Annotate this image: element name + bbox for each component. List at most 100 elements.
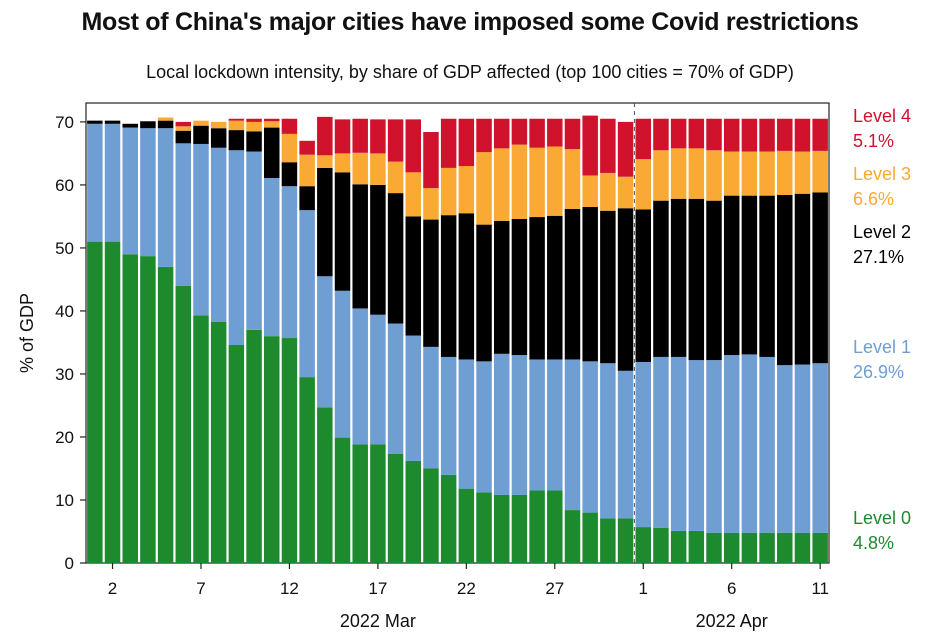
bar-segment-level-0	[670, 530, 687, 563]
legend-value: 6.6%	[853, 189, 895, 209]
bar-segment-level-1	[653, 356, 669, 528]
y-tick-label: 70	[55, 113, 74, 132]
bar-segment-level-0	[759, 532, 775, 563]
bar-segment-level-4	[723, 118, 740, 152]
bar-segment-level-0	[547, 490, 563, 563]
bar-segment-level-2	[511, 218, 528, 356]
bar-segment-level-2	[741, 195, 758, 355]
bar-segment-level-0	[87, 241, 103, 563]
bar-segment-level-0	[582, 512, 598, 563]
legend-label: Level 4	[853, 106, 912, 126]
bar-segment-level-3	[246, 121, 262, 132]
bar-segment-level-3	[334, 153, 351, 173]
bar-segment-level-3	[777, 150, 793, 195]
legend-label: Level 2	[853, 222, 912, 242]
bar-segment-level-1	[334, 290, 351, 438]
bar-segment-level-2	[688, 198, 705, 361]
bar-segment-level-4	[794, 118, 811, 152]
bar-segment-level-4	[246, 118, 262, 122]
bar-segment-level-3	[600, 172, 616, 211]
bar-segment-level-1	[670, 356, 687, 531]
bar-segment-level-1	[493, 353, 510, 495]
bar-segment-level-4	[600, 118, 616, 173]
bar-segment-level-1	[264, 177, 280, 337]
bar-segment-level-4	[812, 118, 828, 151]
bar-segment-level-1	[529, 359, 545, 491]
bar-segment-level-2	[440, 215, 457, 357]
legend-value: 27.1%	[853, 247, 905, 267]
bar-segment-level-0	[564, 510, 581, 563]
bar-segment-level-3	[493, 148, 510, 221]
bar-segment-level-0	[529, 490, 545, 563]
legend-item-level-1: Level 1 26.9%	[853, 335, 911, 385]
bar-segment-level-4	[582, 115, 598, 176]
bar-segment-level-3	[741, 151, 758, 196]
x-tick-label: 7	[196, 579, 205, 598]
bar-segment-level-4	[423, 131, 439, 189]
bar-segment-level-1	[122, 127, 138, 255]
bar-segment-level-4	[759, 118, 775, 152]
bar-segment-level-0	[157, 266, 174, 563]
bar-segment-level-0	[122, 254, 138, 564]
x-period-label-apr: 2022 Apr	[696, 611, 768, 631]
bar-segment-level-2	[281, 162, 298, 187]
bar-segment-level-2	[582, 206, 598, 362]
bar-segment-level-3	[175, 126, 192, 131]
bar-segment-level-4	[352, 118, 368, 153]
legend-label: Level 1	[853, 337, 912, 357]
bar-segment-level-3	[299, 154, 315, 187]
bar-segment-level-2	[317, 167, 333, 277]
bar-segment-level-2	[759, 195, 775, 357]
legend-item-level-4: Level 4 5.1%	[853, 104, 911, 154]
bar-segment-level-1	[104, 123, 121, 242]
bar-segment-level-2	[635, 209, 651, 362]
bar-segment-level-0	[741, 532, 758, 563]
bar-segment-level-0	[777, 532, 793, 563]
bar-segment-level-2	[600, 210, 616, 364]
legend-value: 4.8%	[853, 533, 895, 553]
bar-segment-level-0	[440, 474, 457, 563]
bar-segment-level-0	[228, 344, 245, 563]
bar-segment-level-1	[635, 361, 651, 528]
bar-segment-level-3	[759, 151, 775, 196]
bar-segment-level-2	[352, 184, 368, 309]
bar-segment-level-2	[122, 123, 138, 128]
bar-segment-level-2	[140, 121, 156, 129]
bar-segment-level-4	[653, 118, 669, 151]
bar-segment-level-1	[617, 370, 634, 519]
bar-segment-level-2	[405, 216, 422, 336]
bar-segment-level-1	[812, 363, 828, 533]
bar-segment-level-2	[564, 208, 581, 360]
bar-segment-level-4	[617, 121, 634, 177]
bar-segment-level-0	[511, 494, 528, 563]
bar-segment-level-1	[741, 354, 758, 533]
bar-segment-level-2	[653, 200, 669, 357]
bar-segment-level-0	[706, 532, 722, 563]
bar-segment-level-0	[317, 407, 333, 563]
bar-segment-level-0	[476, 492, 492, 563]
bar-segment-level-3	[582, 175, 598, 207]
bar-segment-level-1	[210, 147, 227, 322]
x-tick-label: 12	[280, 579, 299, 598]
bar-segment-level-0	[458, 488, 475, 563]
chart-subtitle: Local lockdown intensity, by share of GD…	[146, 62, 794, 82]
bar-segment-level-2	[529, 217, 545, 360]
bar-segment-level-3	[529, 147, 545, 218]
bar-segment-level-1	[600, 363, 616, 519]
bar-segment-level-4	[706, 118, 722, 151]
bar-segment-level-2	[157, 120, 174, 129]
bar-segment-level-3	[423, 188, 439, 220]
bar-segment-level-3	[617, 176, 634, 209]
bar-segment-level-3	[653, 150, 669, 201]
bar-segment-level-0	[370, 444, 386, 563]
bar-segment-level-3	[387, 161, 404, 194]
bar-segment-level-2	[387, 193, 404, 324]
bar-segment-level-3	[511, 144, 528, 219]
bar-segment-level-3	[317, 155, 333, 168]
legend-value: 5.1%	[853, 131, 895, 151]
bar-segment-level-1	[547, 359, 563, 491]
legend-label: Level 0	[853, 508, 912, 528]
bar-segment-level-3	[281, 133, 298, 163]
y-tick-label: 30	[55, 365, 74, 384]
bar-segment-level-0	[617, 518, 634, 563]
